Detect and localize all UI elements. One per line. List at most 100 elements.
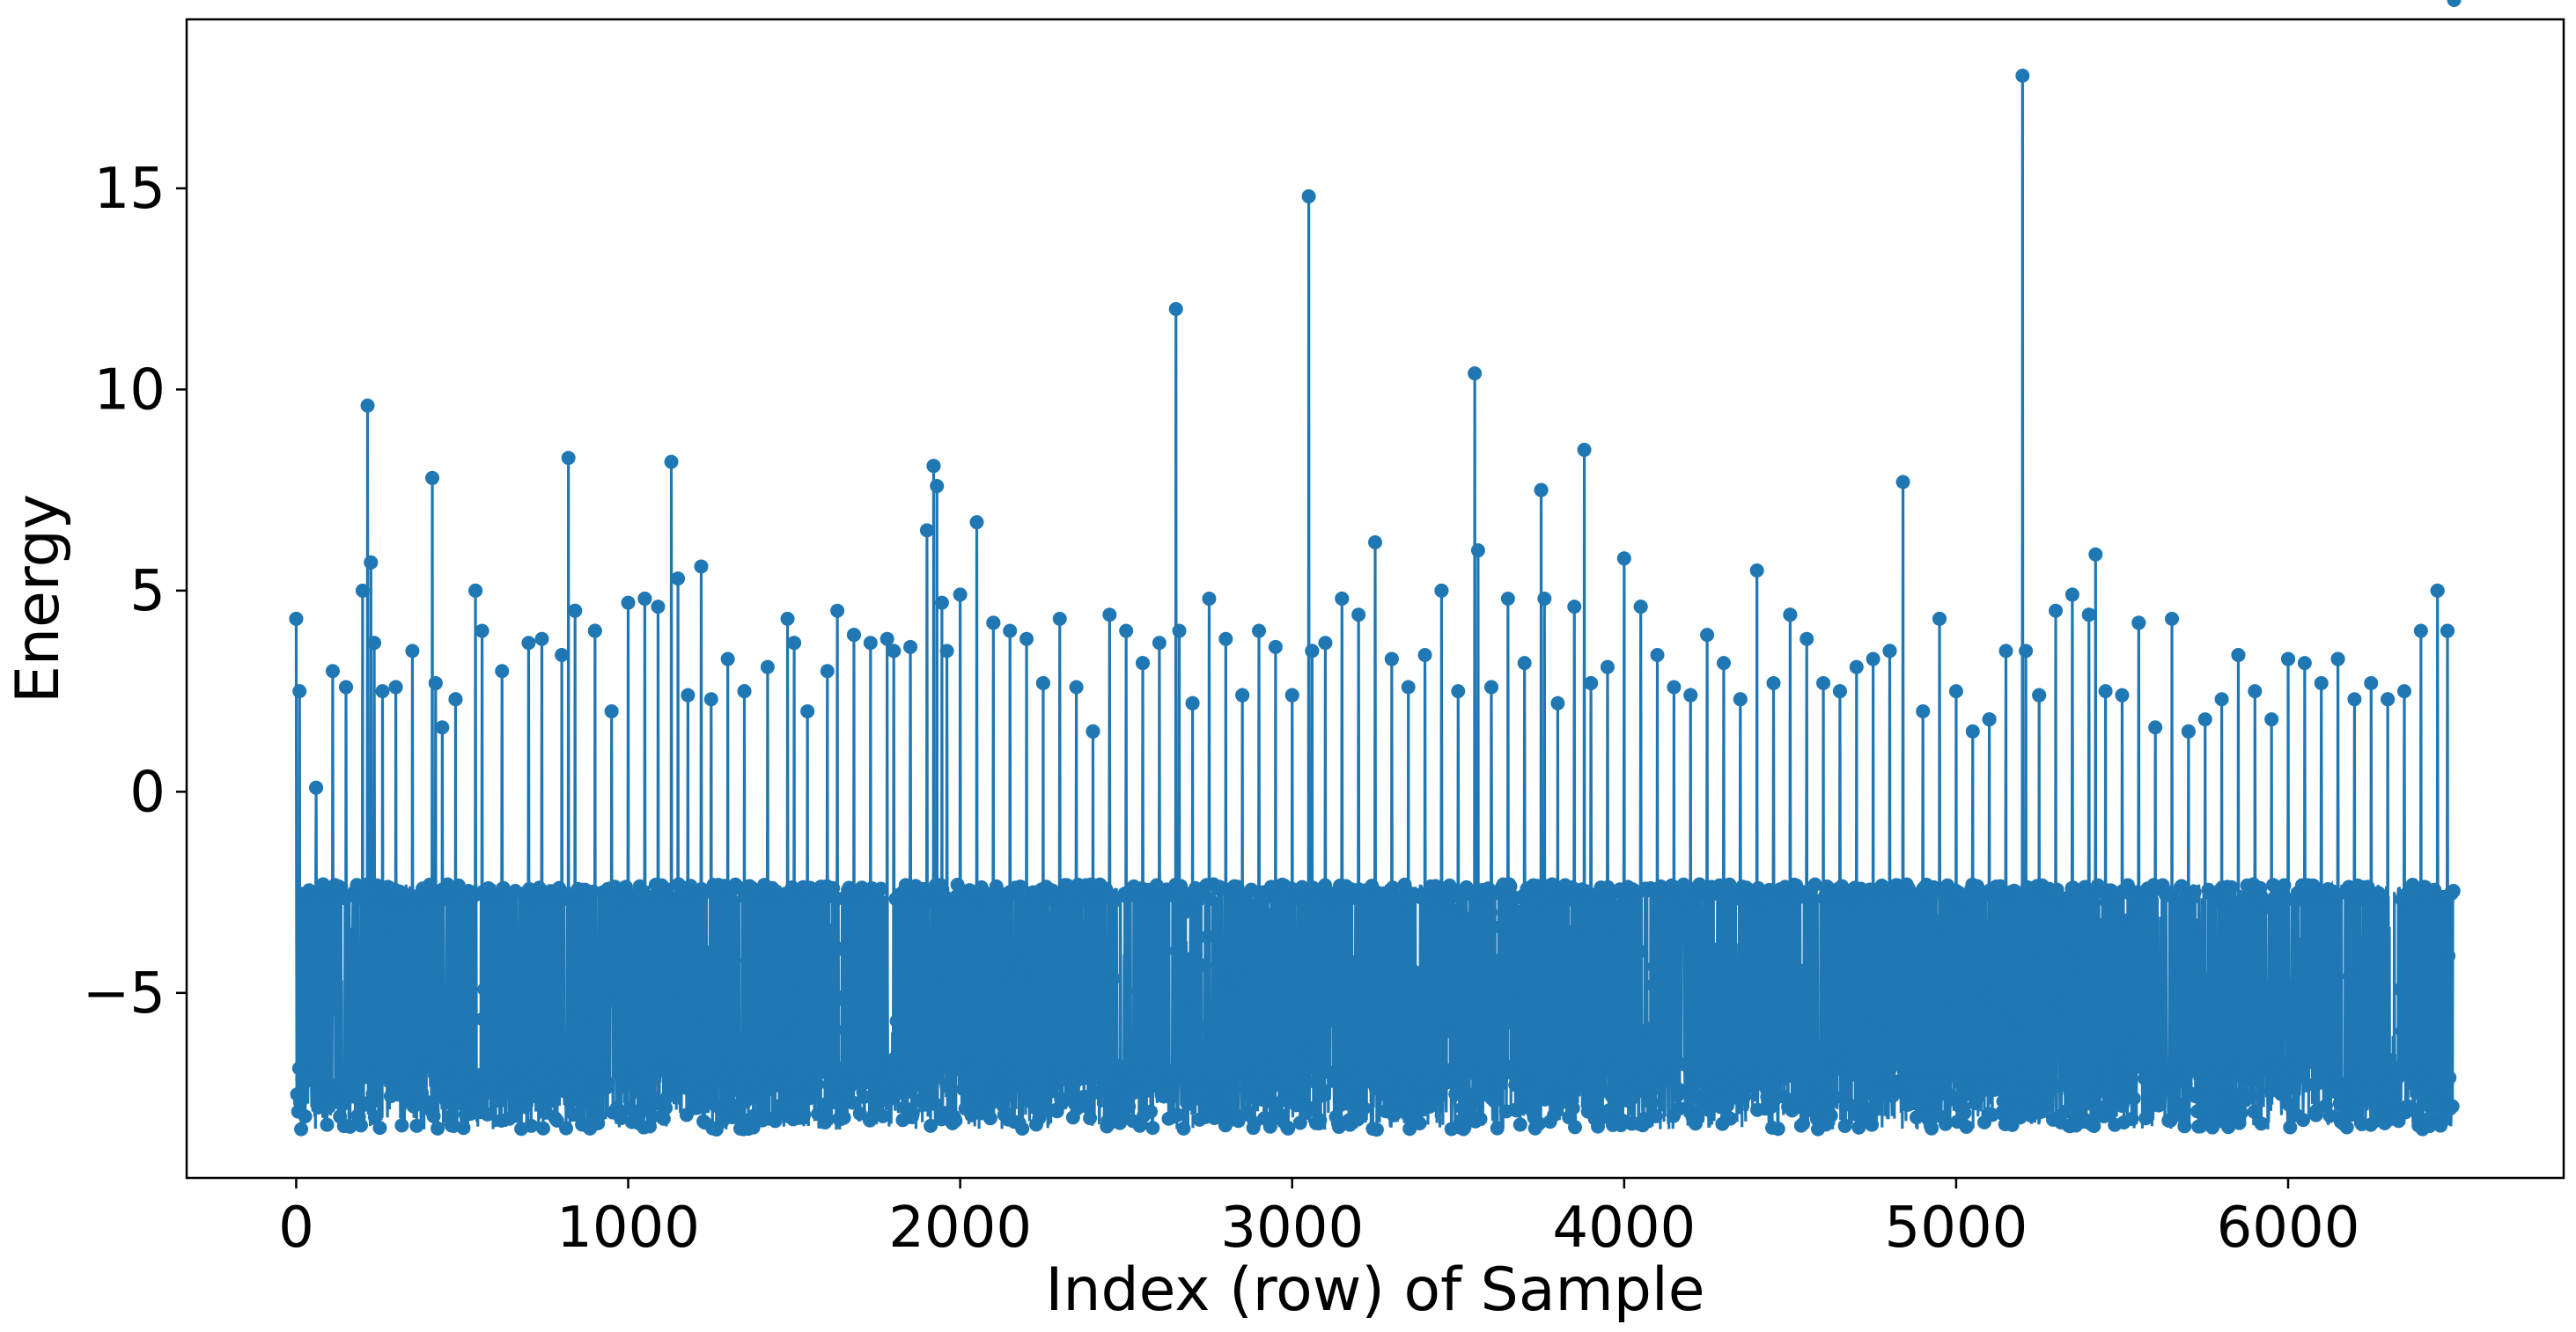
peak-point — [561, 451, 576, 466]
data-point — [487, 930, 502, 945]
data-point — [1637, 1111, 1652, 1126]
data-point — [848, 1074, 863, 1089]
peak-point — [2181, 724, 2196, 739]
data-point — [1070, 1101, 1085, 1116]
peak-point — [1318, 636, 1333, 651]
data-point — [1645, 1095, 1660, 1110]
data-point — [2317, 982, 2332, 997]
data-point — [1278, 1089, 1293, 1104]
peak-point — [1268, 639, 1283, 654]
data-point — [1861, 1018, 1876, 1033]
data-point — [359, 1012, 374, 1027]
data-point — [2009, 1019, 2024, 1034]
data-point — [920, 1063, 935, 1078]
peak-point — [1102, 607, 1117, 622]
data-point — [1176, 1121, 1191, 1136]
data-point — [1494, 1071, 1509, 1086]
data-point — [859, 1075, 874, 1090]
data-point — [502, 1111, 517, 1126]
data-point — [2123, 1075, 2138, 1090]
data-point — [2293, 1069, 2308, 1084]
data-point — [936, 964, 951, 979]
data-point — [1282, 915, 1297, 930]
data-point — [1015, 1121, 1030, 1136]
data-point — [2359, 1092, 2374, 1107]
data-point — [2241, 968, 2256, 982]
data-point — [335, 1097, 350, 1112]
data-point — [2073, 1017, 2088, 1032]
data-point — [1836, 1050, 1851, 1065]
data-point — [439, 1034, 454, 1049]
data-point — [1907, 1059, 1922, 1074]
peak-point — [1172, 623, 1187, 638]
peak-point — [681, 688, 696, 703]
data-point — [1511, 992, 1526, 1007]
data-point — [933, 878, 948, 893]
data-point — [1761, 1079, 1776, 1094]
data-point — [1740, 960, 1755, 975]
data-point — [857, 1089, 872, 1104]
data-point — [2177, 1119, 2192, 1134]
peak-point — [1019, 631, 1034, 646]
peak-point — [604, 703, 619, 718]
data-point — [1682, 1058, 1697, 1073]
data-point — [2446, 884, 2461, 899]
data-point — [1345, 1088, 1360, 1103]
y-tick-label: 10 — [94, 357, 166, 423]
peak-point — [760, 659, 775, 674]
data-point — [644, 1033, 659, 1048]
data-point — [1632, 944, 1647, 959]
data-point — [1699, 1063, 1714, 1078]
data-point — [1910, 1008, 1925, 1023]
data-point — [1660, 1007, 1674, 1022]
data-point — [2366, 952, 2381, 967]
data-point — [1163, 1090, 1178, 1105]
peak-point — [1816, 675, 1831, 690]
data-point — [914, 1018, 929, 1033]
peak-point — [2148, 720, 2163, 735]
data-point — [996, 965, 1011, 980]
data-point — [1019, 1062, 1034, 1077]
peak-point — [1351, 607, 1366, 622]
peak-point — [2165, 611, 2180, 626]
data-point — [434, 1076, 449, 1091]
data-point — [2323, 1062, 2338, 1077]
peak-point — [2049, 603, 2064, 618]
data-point — [875, 1108, 890, 1123]
peak-point — [1368, 535, 1382, 550]
data-point — [1270, 1078, 1284, 1093]
data-point — [818, 1115, 833, 1130]
data-point — [1679, 891, 1694, 906]
peak-point — [1218, 631, 1233, 646]
data-point — [1647, 960, 1662, 975]
data-point — [957, 1043, 972, 1058]
data-point — [1875, 1063, 1890, 1078]
data-point — [1349, 1077, 1364, 1092]
data-point — [603, 993, 618, 1008]
data-point — [1873, 1086, 1888, 1101]
data-point — [2124, 1111, 2139, 1126]
data-point — [1925, 1121, 1939, 1136]
peak-point — [425, 470, 440, 485]
data-point — [2189, 918, 2204, 933]
data-point — [1815, 1046, 1830, 1061]
data-point — [1286, 1043, 1301, 1058]
data-point — [663, 990, 678, 1005]
data-point — [1555, 1082, 1570, 1097]
peak-point — [2015, 68, 2030, 83]
peak-point — [1866, 651, 1880, 666]
data-point — [1392, 1063, 1407, 1078]
data-point — [2295, 1113, 2310, 1128]
data-point — [1680, 922, 1695, 937]
data-point — [503, 899, 518, 914]
peak-point — [1700, 628, 1715, 643]
data-point — [1202, 891, 1217, 906]
data-point — [995, 1060, 1010, 1075]
data-point — [546, 1090, 561, 1105]
peak-point — [292, 684, 307, 699]
peak-point — [448, 692, 463, 707]
peak-point — [1152, 636, 1167, 651]
peak-point — [325, 664, 340, 679]
peak-point — [846, 628, 861, 643]
data-point — [1351, 1112, 1365, 1127]
